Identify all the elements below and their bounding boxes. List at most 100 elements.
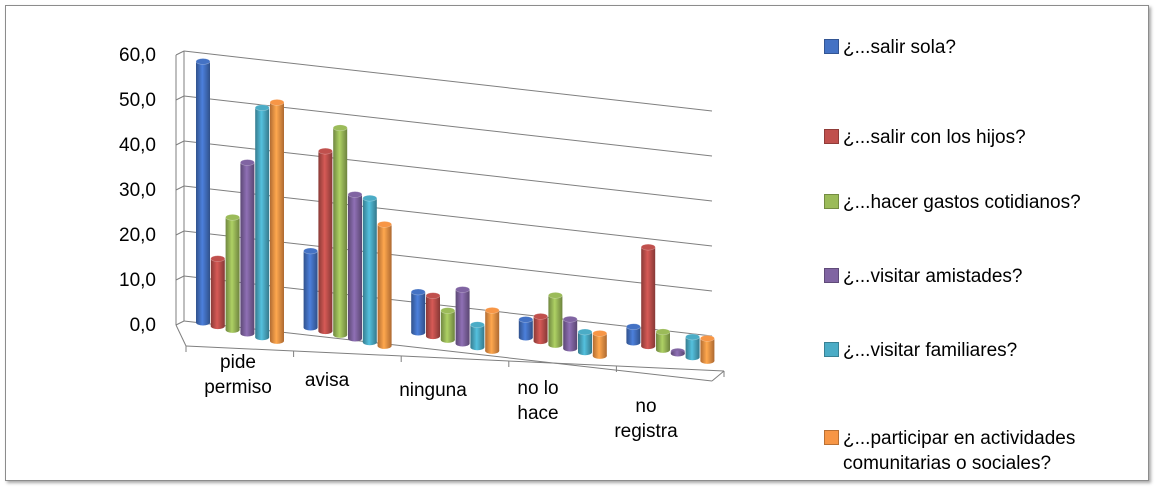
- bar-top: [347, 191, 363, 198]
- bar-top: [225, 214, 240, 221]
- bar-top: [269, 99, 285, 106]
- bar-base: [255, 334, 270, 341]
- gridline-depth: [175, 140, 185, 146]
- bar: [626, 326, 641, 343]
- gridline-depth: [175, 275, 185, 281]
- bar-top: [685, 333, 700, 341]
- bar-top: [254, 104, 270, 112]
- bar-top: [455, 286, 470, 293]
- bar-top: [484, 307, 500, 314]
- chart-frame: 0,0 10,0 20,0 30,0 40,0 50,0 60,0 pide permiso av…: [5, 5, 1149, 481]
- bar: [592, 333, 607, 356]
- bar: [318, 151, 333, 332]
- y-tick-label: 20,0: [119, 225, 156, 246]
- bar-base: [548, 341, 563, 348]
- bar-base: [578, 349, 592, 356]
- x-category-label: no registra: [614, 396, 678, 442]
- bar: [578, 331, 592, 353]
- legend-item-actividades-comunitarias: ¿...participar en actividades comunitari…: [824, 426, 1075, 476]
- gridline-depth: [175, 185, 185, 191]
- bar: [700, 338, 715, 361]
- bar-top: [577, 328, 593, 336]
- bar-top: [533, 313, 548, 320]
- gridline-depth: [175, 95, 185, 101]
- bar-top: [640, 243, 656, 251]
- legend-swatch: [824, 129, 839, 144]
- bar-top: [425, 292, 441, 299]
- bar-base: [318, 328, 333, 335]
- bar-base: [656, 346, 670, 353]
- bar: [411, 291, 426, 333]
- bar-base: [533, 338, 548, 345]
- bar-top: [470, 321, 485, 329]
- legend-item-visitar-familiares: ¿...visitar familiares?: [824, 338, 1017, 363]
- bar: [333, 127, 348, 335]
- legend-item-salir-sola: ¿...salir sola?: [824, 35, 956, 60]
- y-tick-label: 50,0: [119, 90, 156, 111]
- bar-top: [240, 159, 255, 166]
- bar-base: [225, 326, 240, 333]
- y-tick-label: 30,0: [119, 180, 156, 201]
- y-tick-label: 10,0: [119, 270, 156, 291]
- bar-top: [518, 316, 534, 323]
- bar-top: [548, 292, 563, 299]
- bar: [210, 258, 225, 327]
- bar-base: [440, 336, 455, 343]
- bar-base: [455, 340, 470, 347]
- bar: [563, 319, 578, 349]
- bar: [270, 102, 284, 341]
- y-tick-label: 0,0: [130, 315, 156, 336]
- bar: [641, 247, 656, 347]
- gridline-depth: [175, 50, 185, 56]
- legend-label: ¿...visitar amistades?: [843, 266, 1023, 287]
- bar-base: [685, 354, 700, 361]
- bar-base: [240, 330, 255, 337]
- bar: [240, 162, 255, 334]
- bar: [255, 107, 270, 338]
- bar-base: [563, 345, 578, 352]
- bars: [195, 58, 715, 364]
- gridline-depth: [175, 230, 185, 236]
- legend-label: ¿...salir sola?: [843, 37, 956, 58]
- gridline-depth: [175, 320, 185, 326]
- x-axis-line: [185, 345, 725, 372]
- bar-base: [411, 329, 426, 336]
- legend-item-gastos-cotidianos: ¿...hacer gastos cotidianos?: [824, 190, 1081, 215]
- bar-top: [592, 330, 608, 337]
- axes: [175, 51, 725, 382]
- bar-top: [626, 323, 641, 331]
- bar: [426, 295, 440, 337]
- x-category-label: avisa: [305, 370, 350, 391]
- bar-base: [196, 319, 210, 326]
- bar: [518, 319, 533, 338]
- bar-base: [485, 347, 500, 354]
- bar-top: [362, 194, 378, 202]
- legend-item-visitar-amistades: ¿...visitar amistades?: [824, 264, 1023, 289]
- bar-top: [440, 307, 456, 314]
- bar-base: [426, 333, 440, 340]
- bar-base: [362, 339, 377, 346]
- legend-label: ¿...hacer gastos cotidianos?: [843, 192, 1081, 213]
- bar-top: [562, 315, 578, 323]
- bar: [348, 194, 362, 339]
- legend: ¿...salir sola? ¿...salir con los hijos?…: [824, 6, 1154, 482]
- bar-base: [303, 324, 318, 331]
- bar: [303, 250, 318, 328]
- bar-base: [270, 337, 284, 344]
- x-category-label: pide permiso: [204, 352, 272, 398]
- bar-base: [670, 350, 685, 357]
- x-category-label: no lo hace: [517, 378, 558, 424]
- bar-base: [377, 342, 392, 349]
- bar: [485, 310, 500, 351]
- bar-top: [303, 247, 318, 255]
- legend-swatch: [824, 268, 839, 283]
- bar-base: [470, 344, 485, 351]
- legend-swatch: [824, 342, 839, 357]
- axis-labels: 0,0 10,0 20,0 30,0 40,0 50,0 60,0 pide permiso av…: [119, 45, 678, 442]
- bar: [377, 224, 392, 346]
- bar-base: [333, 331, 348, 338]
- bar-base: [348, 335, 362, 342]
- bar-top: [195, 58, 211, 65]
- bar-top: [210, 255, 226, 262]
- bar: [548, 295, 563, 345]
